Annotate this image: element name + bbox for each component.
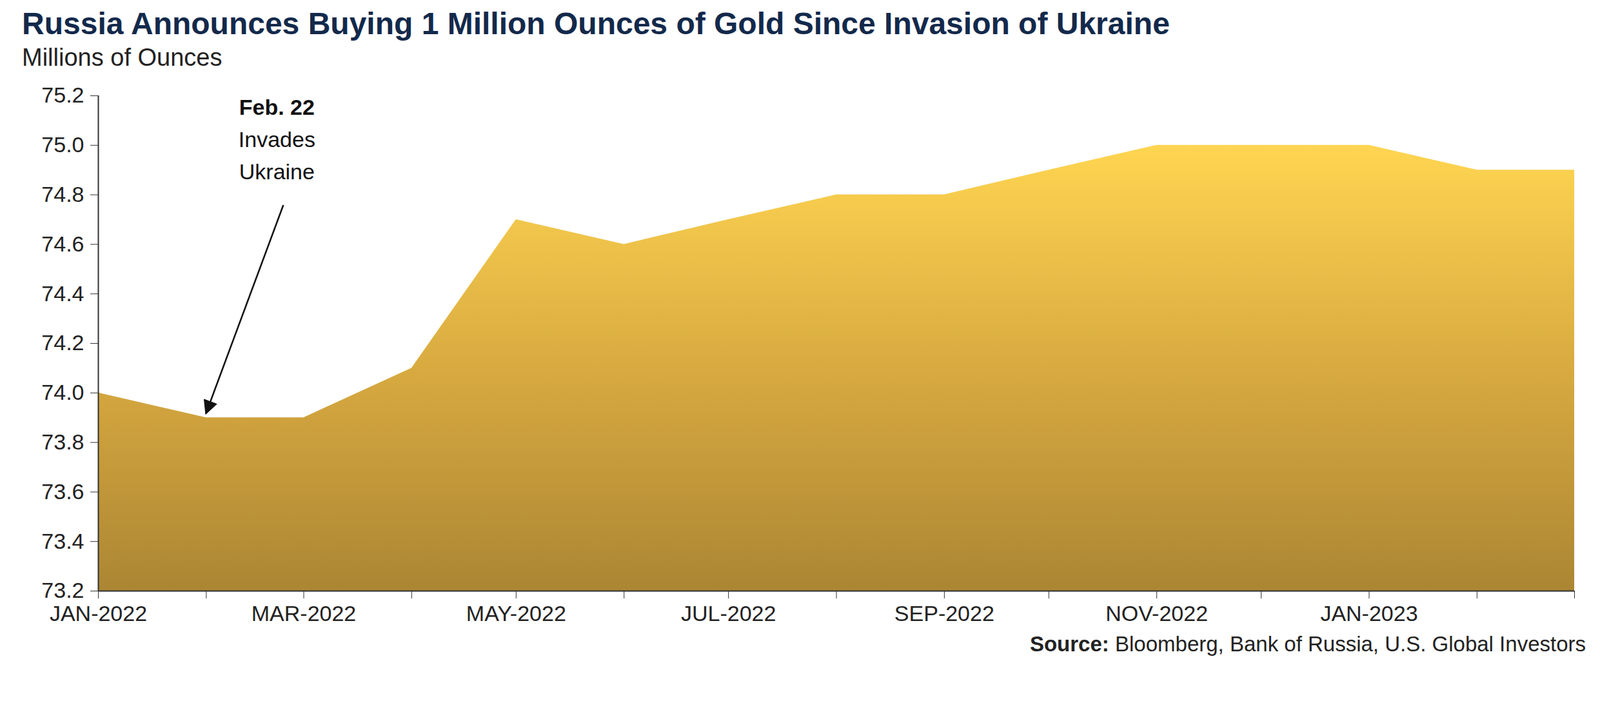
svg-text:74.4: 74.4 <box>41 281 84 306</box>
svg-text:73.2: 73.2 <box>41 577 84 603</box>
svg-text:Ukraine: Ukraine <box>239 159 315 184</box>
svg-text:JAN-2023: JAN-2023 <box>1320 601 1418 626</box>
svg-text:MAR-2022: MAR-2022 <box>251 601 357 626</box>
svg-text:74.8: 74.8 <box>41 181 84 207</box>
svg-text:73.6: 73.6 <box>41 479 84 504</box>
svg-text:JAN-2022: JAN-2022 <box>49 601 148 626</box>
svg-text:74.0: 74.0 <box>41 379 84 405</box>
svg-text:74.6: 74.6 <box>41 231 84 257</box>
html-text:Millions of Ounces: Millions of Ounces <box>21 43 223 71</box>
svg-text:73.4: 73.4 <box>41 528 84 554</box>
svg-text:73.8: 73.8 <box>41 429 84 455</box>
svg-text:SEP-2022: SEP-2022 <box>894 601 995 626</box>
svg-text:75.0: 75.0 <box>41 132 84 157</box>
svg-text:75.2: 75.2 <box>41 82 84 108</box>
html-text:Source: Bloomberg, Bank of Rus: Source: Bloomberg, Bank of Russia, U.S. … <box>1029 632 1586 656</box>
svg-text:Feb. 22: Feb. 22 <box>239 94 315 120</box>
svg-text:Invades: Invades <box>238 127 316 152</box>
svg-text:74.2: 74.2 <box>41 330 84 355</box>
html-text:Russia Announces Buying 1 Mill: Russia Announces Buying 1 Million Ounces… <box>21 6 1170 41</box>
svg-text:NOV-2022: NOV-2022 <box>1105 601 1208 626</box>
svg-text:JUL-2022: JUL-2022 <box>681 601 776 626</box>
svg-text:MAY-2022: MAY-2022 <box>466 601 567 626</box>
